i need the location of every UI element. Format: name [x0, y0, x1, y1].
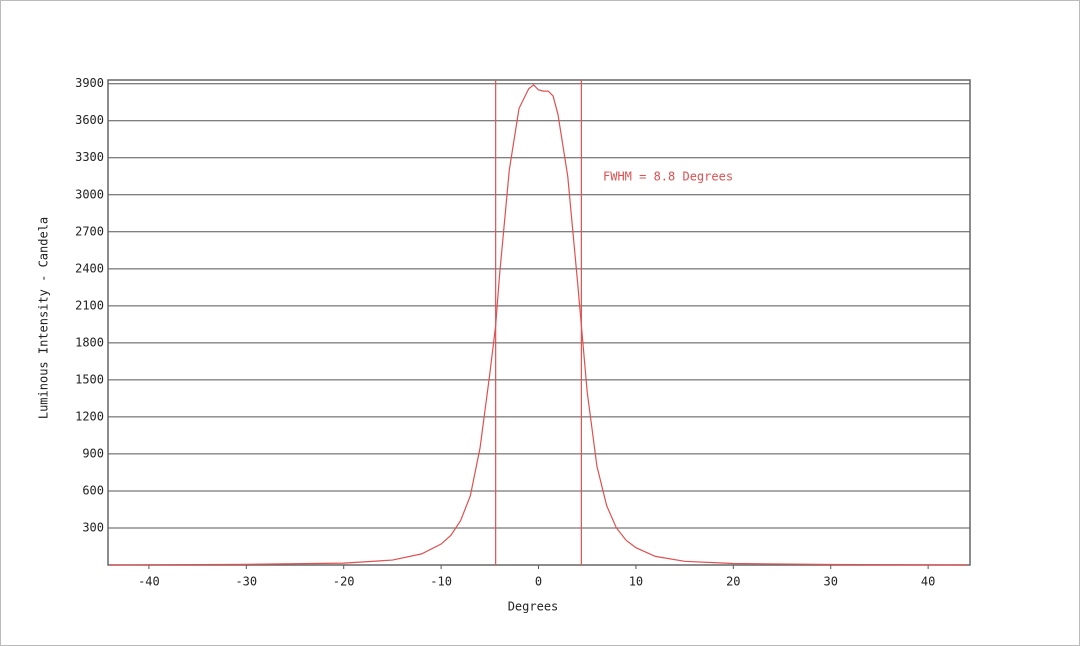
annotation: FWHM = 8.8 Degrees — [603, 170, 733, 184]
y-tick-label: 1500 — [75, 372, 104, 386]
x-tick-label: 30 — [823, 575, 837, 589]
y-tick-label: 3900 — [75, 76, 104, 90]
y-tick-label: 3600 — [75, 113, 104, 127]
x-tick-label: -20 — [333, 575, 355, 589]
y-tick-label: 2100 — [75, 298, 104, 312]
x-tick-label: -30 — [235, 575, 257, 589]
x-tick-label: 20 — [726, 575, 740, 589]
x-axis-title: Degrees — [508, 600, 559, 614]
y-tick-label: 3000 — [75, 187, 104, 201]
x-tick-label: -40 — [138, 575, 160, 589]
y-tick-label: 1200 — [75, 409, 104, 423]
y-tick-label: 2700 — [75, 224, 104, 238]
plot-area — [107, 79, 971, 566]
y-tick-label: 1800 — [75, 335, 104, 349]
x-tick-label: -10 — [430, 575, 452, 589]
y-tick-label: 2400 — [75, 261, 104, 275]
x-tick-label: 10 — [629, 575, 643, 589]
y-tick-label: 300 — [82, 520, 104, 534]
y-tick-label: 900 — [82, 446, 104, 460]
y-tick-label: 600 — [82, 483, 104, 497]
x-tick-label: 40 — [921, 575, 935, 589]
y-axis-title: Luminous Intensity - Candela — [37, 217, 51, 419]
x-tick-label: 0 — [535, 575, 542, 589]
y-tick-label: 3300 — [75, 150, 104, 164]
curve — [109, 84, 968, 566]
